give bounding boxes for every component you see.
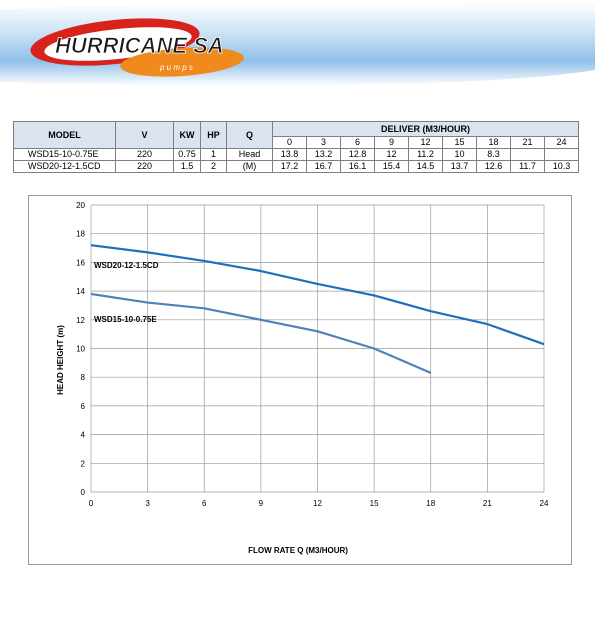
brand-logo: HURRICANE SA p u m p s: [30, 18, 244, 77]
chart-series: WSD15-10-0.75E WSD20-12-1.5CD: [90, 244, 545, 374]
series-label: WSD15-10-0.75E: [94, 315, 157, 324]
q-unit-cell: Head: [226, 148, 273, 161]
x-axis-ticks: 0 3 6 9 12 15 18 21 24: [89, 499, 549, 508]
head-cell: 12.6: [476, 160, 511, 173]
header-deliver: DELIVER (M3/HOUR): [271, 121, 580, 137]
y-axis-title: HEAD HEIGHT (m): [56, 325, 65, 395]
head-cell: 11.2: [408, 148, 443, 161]
brand-tagline: p u m p s: [159, 63, 193, 72]
y-tick-label: 16: [76, 258, 85, 267]
y-tick-label: 18: [76, 230, 85, 239]
head-cell: 10.3: [543, 160, 580, 173]
y-tick-label: 10: [76, 345, 85, 354]
y-tick-label: 20: [76, 201, 85, 210]
y-tick-label: 12: [76, 316, 85, 325]
q-unit-cell: (M): [226, 160, 273, 173]
head-cell: 12.8: [340, 148, 375, 161]
y-axis-ticks: 0 2 4 6 8 10 12 14 16 18 20: [76, 201, 85, 497]
flow-header: 21: [510, 136, 545, 149]
x-tick-label: 12: [313, 499, 322, 508]
head-cell: 12: [374, 148, 409, 161]
y-tick-label: 4: [81, 431, 86, 440]
flow-header: 0: [272, 136, 307, 149]
hp-cell: 2: [200, 160, 227, 173]
x-tick-label: 24: [540, 499, 549, 508]
head-cell: 16.7: [306, 160, 341, 173]
hp-cell: 1: [200, 148, 227, 161]
x-tick-label: 9: [259, 499, 264, 508]
header-model: MODEL: [13, 121, 116, 149]
y-tick-label: 14: [76, 287, 85, 296]
spec-table: MODEL V KW HP Q DELIVER (M3/HOUR) 0 3 6 …: [13, 121, 580, 173]
model-cell: WSD15-10-0.75E: [13, 148, 116, 161]
brand-name: HURRICANE SA: [55, 33, 224, 58]
header-banner: HURRICANE SA p u m p s: [0, 2, 595, 86]
model-cell: WSD20-12-1.5CD: [13, 160, 116, 173]
x-tick-label: 3: [145, 499, 150, 508]
x-tick-label: 15: [370, 499, 379, 508]
x-axis-title: FLOW RATE Q (M3/HOUR): [248, 546, 348, 555]
header-hp: HP: [200, 121, 227, 149]
head-cell: 17.2: [272, 160, 307, 173]
flow-header: 12: [408, 136, 443, 149]
head-cell: 14.5: [408, 160, 443, 173]
flow-header: 6: [340, 136, 375, 149]
chart-grid: [90, 204, 545, 493]
flow-header: 18: [476, 136, 511, 149]
head-cell: 8.3: [476, 148, 511, 161]
y-tick-label: 0: [81, 488, 86, 497]
head-cell: 13.2: [306, 148, 341, 161]
header-v: V: [115, 121, 174, 149]
table-row: WSD15-10-0.75E 220 0.75 1 Head 13.8 13.2…: [13, 148, 580, 161]
voltage-cell: 220: [115, 160, 174, 173]
kw-cell: 1.5: [173, 160, 201, 173]
head-cell: 13.8: [272, 148, 307, 161]
series-line-wsd20-12-1.5cd: [90, 244, 545, 346]
header-q: Q: [226, 121, 273, 149]
head-cell: 15.4: [374, 160, 409, 173]
header-kw: KW: [173, 121, 201, 149]
head-cell: 10: [442, 148, 477, 161]
series-label: WSD20-12-1.5CD: [94, 261, 159, 270]
head-cell: [543, 148, 580, 161]
head-cell: 13.7: [442, 160, 477, 173]
y-tick-label: 8: [81, 373, 86, 382]
flow-header: 24: [543, 136, 580, 149]
x-tick-label: 18: [426, 499, 435, 508]
x-tick-label: 21: [483, 499, 492, 508]
head-cell: [510, 148, 545, 161]
x-tick-label: 6: [202, 499, 207, 508]
y-tick-label: 2: [81, 459, 86, 468]
head-cell: 11.7: [510, 160, 545, 173]
flow-header: 3: [306, 136, 341, 149]
head-cell: 16.1: [340, 160, 375, 173]
flow-header: 9: [374, 136, 409, 149]
y-tick-label: 6: [81, 402, 86, 411]
voltage-cell: 220: [115, 148, 174, 161]
pump-curve-chart: 0 3 6 9 12 15 18 21 24 0 2 4 6 8 10 12 14 16 18 20 WSD15-1…: [28, 195, 572, 565]
series-line-wsd15-10-0.75e: [90, 292, 432, 374]
kw-cell: 0.75: [173, 148, 201, 161]
flow-header: 15: [442, 136, 477, 149]
table-row: WSD20-12-1.5CD 220 1.5 2 (M) 17.2 16.7 1…: [13, 160, 580, 173]
x-tick-label: 0: [89, 499, 94, 508]
